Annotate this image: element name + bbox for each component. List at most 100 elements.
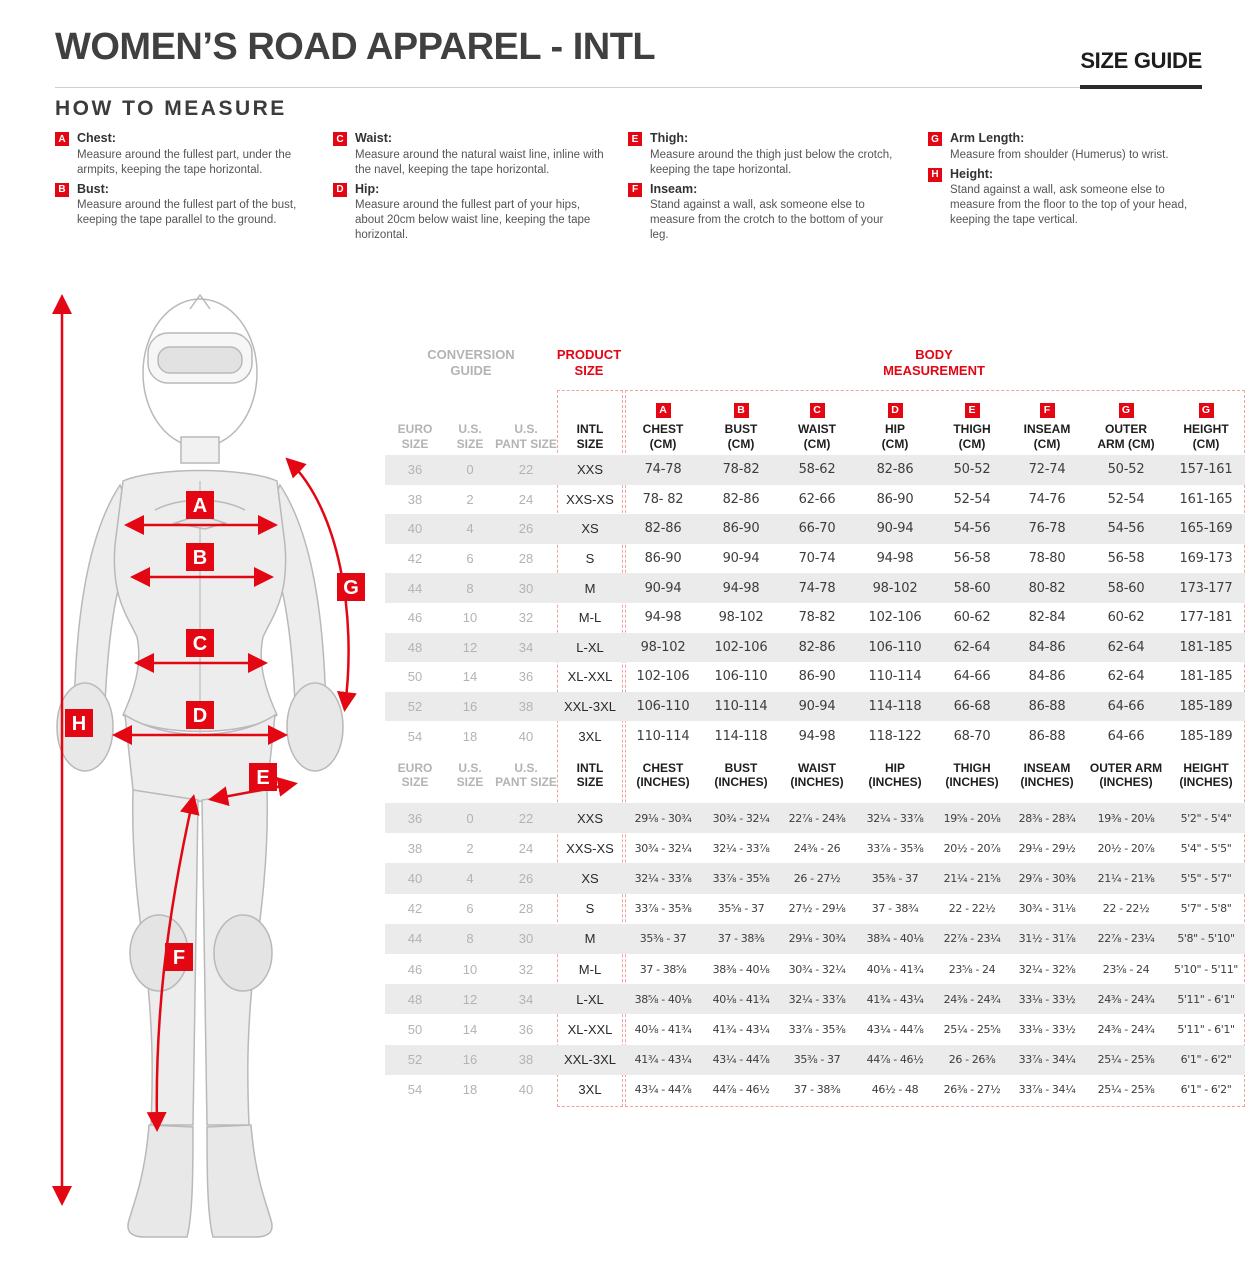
measurement-cell: 33⅞ - 35⅜: [634, 902, 692, 916]
measurement-cell: 41¾ - 43¼: [634, 1053, 692, 1067]
col-header-inch-0: CHEST (INCHES): [623, 761, 703, 794]
col-header-inch-1: BUST (INCHES): [703, 761, 779, 794]
measurement-cell: 25¼ - 25⅝: [943, 1022, 1001, 1036]
measurement-cell: 41¾ - 43¼: [712, 1022, 770, 1036]
right-knee-pad: [213, 914, 273, 992]
measurement-cell: 32¼ - 33⅞: [712, 841, 770, 855]
col-header-cm-label: THIGH (CM): [953, 422, 991, 451]
column-badge-icon: G: [1198, 403, 1214, 419]
measurement-cell: 82-86: [876, 462, 914, 478]
measurement-cell: 90-94: [722, 551, 760, 567]
col-header-cm-label: CHEST (CM): [642, 422, 684, 451]
measurement-cell: 28⅜ - 28¾: [1018, 811, 1076, 825]
column-badge-icon: C: [809, 403, 825, 419]
col-header-conversion-2-label: U.S. PANT SIZE: [495, 422, 557, 451]
measure-desc: Measure around the fullest part of your …: [355, 199, 591, 241]
measurement-cell: 37 - 38⅜: [717, 932, 765, 946]
inch-col-header-conversion-0-label: EURO SIZE: [397, 760, 433, 789]
col-header-intl-label: INTL SIZE: [576, 422, 604, 451]
inches-table-header: EURO SIZE U.S. SIZE U.S. PANT SIZE INTL SIZ…: [385, 751, 1245, 803]
measurement-cell: 33⅛ - 33½: [1018, 992, 1076, 1006]
measurement-cell: 33⅞ - 34¼: [1018, 1083, 1076, 1097]
measurement-cell: 64-66: [1107, 699, 1145, 715]
measurement-cell: 76-78: [1028, 521, 1066, 537]
euro-size-cell: 50: [407, 1021, 423, 1037]
inches-table-rows: 36 0 22 XXS 29⅛ - 30¾ 30¾ - 32¼ 22⅞ - 24⅜ 32¼ -…: [385, 803, 1245, 1105]
euro-size-cell: 52: [407, 1052, 423, 1068]
inch-col-header-conversion-2: U.S. PANT SIZE: [495, 761, 557, 794]
measurement-cell: 23⅝ - 24: [1102, 962, 1150, 976]
measurement-cell: 19⅜ - 20⅛: [1097, 811, 1155, 825]
euro-size-cell: 38: [407, 491, 423, 507]
measurement-cell: 33⅞ - 35⅜: [788, 1022, 846, 1036]
measure-item-inseam: F Inseam: Stand against a wall, ask some…: [628, 182, 900, 243]
inch-col-header-conversion-0: EURO SIZE: [385, 761, 445, 794]
conversion-guide-title: CONVERSION GUIDE: [427, 347, 515, 379]
table-row: 54 18 40 3XL 110-114 114-118 94-98 118-122 68-70…: [385, 721, 1245, 751]
intl-size-cell: M: [584, 931, 596, 947]
us-size-cell: 2: [466, 491, 474, 507]
rider-body: [56, 293, 344, 1238]
measurement-cell: 62-64: [1107, 639, 1145, 655]
us-pant-size-cell: 38: [518, 1052, 534, 1068]
column-badge-icon: F: [1039, 403, 1055, 419]
measurement-cell: 32¼ - 32⅝: [1018, 962, 1076, 976]
measurement-cell: 86-90: [722, 521, 760, 537]
col-header-intl: INTL SIZE: [557, 422, 623, 455]
measure-title: Height:: [950, 166, 994, 181]
measurement-cell: 35⅝ - 37: [717, 902, 765, 916]
us-size-cell: 4: [466, 521, 474, 537]
measure-item-thigh: E Thigh: Measure around the thigh just b…: [628, 131, 900, 178]
measurement-cell: 40⅛ - 41¾: [712, 992, 770, 1006]
figure-badge-f: F: [173, 947, 185, 969]
col-header-inch-2: WAIST (INCHES): [779, 761, 855, 794]
us-size-cell: 18: [462, 1082, 478, 1098]
measurement-cell: 43¼ - 44⅞: [866, 1022, 924, 1036]
intl-size-cell: XXS-XS: [566, 491, 614, 507]
intl-size-cell: M: [584, 580, 596, 596]
measurement-cell: 98-102: [718, 610, 764, 626]
euro-size-cell: 36: [407, 810, 423, 826]
col-header-cm-label: OUTER ARM (CM): [1097, 422, 1155, 451]
euro-size-cell: 54: [407, 728, 423, 744]
us-pant-size-cell: 22: [518, 462, 534, 478]
us-pant-size-cell: 30: [518, 580, 534, 596]
table-row: 44 8 30 M 35⅜ - 37 37 - 38⅜ 29⅛ - 30¾ 38¾ - 40⅛…: [385, 923, 1245, 954]
us-size-cell: 8: [466, 580, 474, 596]
measure-column-3: E Thigh: Measure around the thigh just b…: [628, 131, 900, 243]
us-size-cell: 16: [462, 1052, 478, 1068]
measurement-cell: 74-78: [644, 462, 682, 478]
column-badge-icon: E: [964, 403, 980, 419]
measure-column-2: C Waist: Measure around the natural wais…: [333, 131, 611, 243]
us-size-cell: 14: [462, 1021, 478, 1037]
intl-size-cell: XXL-3XL: [563, 1052, 617, 1068]
column-badge-icon: B: [733, 403, 749, 419]
figure-badge-a: A: [193, 495, 207, 517]
measurement-cell: 185-189: [1179, 699, 1233, 715]
us-size-cell: 8: [466, 931, 474, 947]
measurement-cell: 181-185: [1179, 669, 1233, 685]
table-row: 38 2 24 XXS-XS 78- 82 82-86 62-66 86-90 52-54 74-…: [385, 485, 1245, 515]
measurement-cell: 80-82: [1028, 580, 1066, 596]
measurement-cell: 72-74: [1028, 462, 1066, 478]
us-size-cell: 18: [462, 728, 478, 744]
table-row: 38 2 24 XXS-XS 30¾ - 32¼ 32¼ - 33⅞ 24⅜ - 26 33⅞…: [385, 833, 1245, 863]
col-header-cm-0: A CHEST (CM): [623, 403, 703, 455]
measure-desc: Measure around the thigh just below the …: [650, 148, 893, 176]
us-pant-size-cell: 22: [518, 810, 534, 826]
intl-size-cell: XS: [581, 870, 599, 886]
measure-desc: Stand against a wall, ask someone else t…: [950, 184, 1188, 227]
measurement-cell: 33⅞ - 35⅝: [712, 871, 770, 885]
us-size-cell: 2: [466, 840, 474, 856]
us-pant-size-cell: 36: [518, 669, 534, 685]
measurement-cell: 44⅞ - 46½: [866, 1053, 924, 1067]
measure-title: Hip:: [355, 181, 380, 196]
table-row: 48 12 34 L-XL 38⅝ - 40⅛ 40⅛ - 41¾ 32¼ - 33⅞ 41¾…: [385, 984, 1245, 1015]
col-header-conversion-0-label: EURO SIZE: [397, 422, 433, 451]
measurement-cell: 106-110: [714, 669, 768, 685]
measurement-cell: 37 - 38⅝: [639, 962, 687, 976]
column-badge-icon: A: [655, 403, 671, 419]
measurement-cell: 21¼ - 21⅜: [1097, 871, 1155, 885]
badge-f-icon: F: [628, 182, 642, 197]
measurement-cell: 29⅛ - 29½: [1018, 841, 1076, 855]
